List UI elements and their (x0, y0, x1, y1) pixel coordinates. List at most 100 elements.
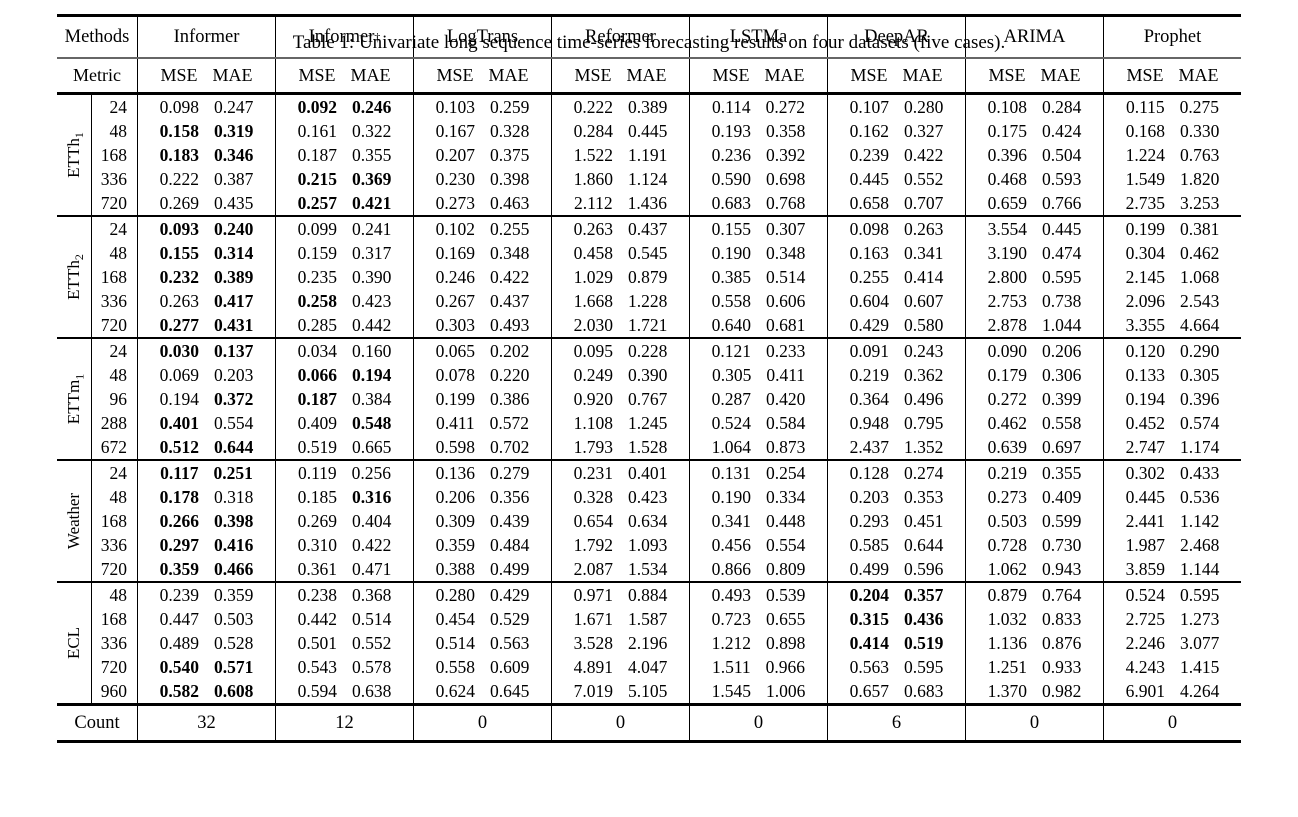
result-cell: 0.066 0.194 (275, 363, 413, 387)
horizon-label: 168 (91, 265, 137, 289)
mae-value: 0.528 (214, 632, 254, 653)
result-cell: 4.891 4.047 (551, 655, 689, 679)
mae-value: 0.305 (1180, 364, 1220, 385)
result-cell: 0.540 0.571 (137, 655, 275, 679)
mae-value: 0.423 (352, 290, 392, 311)
result-cell: 0.219 0.362 (827, 363, 965, 387)
mae-value: 0.422 (904, 144, 944, 165)
result-cell: 3.554 0.445 (965, 217, 1103, 241)
result-cell: 0.310 0.422 (275, 533, 413, 557)
mse-value: 0.249 (573, 364, 613, 385)
result-cell: 0.120 0.290 (1103, 339, 1241, 363)
mse-value: 4.891 (573, 656, 613, 677)
result-cell: 0.267 0.437 (413, 289, 551, 313)
result-cell: 0.401 0.554 (137, 411, 275, 435)
mae-value: 1.245 (628, 412, 668, 433)
mae-value: 0.634 (628, 510, 668, 531)
mse-value: 0.095 (573, 340, 613, 361)
mse-value: 0.273 (987, 486, 1027, 507)
mae-value: 0.584 (766, 412, 806, 433)
mse-value: 1.108 (573, 412, 613, 433)
mse-value: 0.219 (987, 462, 1027, 483)
mae-value: 0.322 (352, 120, 392, 141)
mae-value: 0.572 (489, 412, 530, 433)
result-cell: 0.543 0.578 (275, 655, 413, 679)
mse-value: 0.159 (297, 242, 337, 263)
mse-value: 0.468 (987, 168, 1027, 189)
mse-value: 1.029 (573, 266, 613, 287)
mae-value: 0.606 (766, 290, 806, 311)
mae-value: 0.390 (352, 266, 392, 287)
result-cell: 0.303 0.493 (413, 313, 551, 337)
mse-value: 0.204 (849, 584, 889, 605)
mae-value: 0.879 (628, 266, 668, 287)
dataset-cell: Weather (57, 461, 91, 581)
mse-value: 0.514 (435, 632, 475, 653)
mse-value: 0.456 (711, 534, 751, 555)
result-cell: 0.445 0.536 (1103, 485, 1241, 509)
mae-value: 0.496 (904, 388, 944, 409)
mse-value: 0.269 (159, 192, 199, 213)
result-cell: 0.971 0.884 (551, 583, 689, 607)
result-cell: 0.879 0.764 (965, 583, 1103, 607)
result-cell: 0.263 0.417 (137, 289, 275, 313)
metric-pair: MSE MAE (275, 59, 413, 92)
table-body: ETTh1 24 0.098 0.247 0.092 0.246 0.103 0.259 0.2… (57, 95, 1241, 703)
mae-value: 0.263 (904, 218, 944, 239)
mse-value: 0.136 (435, 462, 475, 483)
mae-value: 0.386 (490, 388, 530, 409)
mse-value: 0.065 (435, 340, 475, 361)
mae-value: 0.314 (214, 242, 254, 263)
mse-value: 0.524 (711, 412, 751, 433)
mse-value: 0.263 (573, 218, 613, 239)
result-cell: 0.558 0.609 (413, 655, 551, 679)
result-cell: 0.121 0.233 (689, 339, 827, 363)
mse-value: 0.524 (1125, 584, 1165, 605)
mse-value: 0.512 (159, 436, 199, 457)
mae-value: 0.328 (490, 120, 530, 141)
mse-value: 0.190 (711, 486, 751, 507)
result-cell: 0.238 0.368 (275, 583, 413, 607)
result-cell: 0.514 0.563 (413, 631, 551, 655)
horizon-label: 48 (91, 583, 137, 607)
mse-value: 0.364 (849, 388, 889, 409)
mae-value: 1.068 (1180, 266, 1220, 287)
result-cell: 0.193 0.358 (689, 119, 827, 143)
horizon-label: 960 (91, 679, 137, 703)
mse-value: 0.103 (435, 96, 475, 117)
mae-value: 0.448 (766, 510, 806, 531)
mae-header: MAE (488, 65, 529, 85)
mae-value: 3.253 (1180, 192, 1220, 213)
mse-value: 0.493 (711, 584, 751, 605)
result-cell: 0.239 0.359 (137, 583, 275, 607)
mse-value: 0.235 (297, 266, 337, 287)
mse-value: 0.385 (711, 266, 751, 287)
mse-value: 0.219 (849, 364, 889, 385)
mae-value: 0.545 (628, 242, 668, 263)
mse-value: 1.668 (573, 290, 613, 311)
result-cell: 0.231 0.401 (551, 461, 689, 485)
group-separator (57, 337, 1241, 339)
mae-value: 0.439 (490, 510, 530, 531)
mse-value: 0.309 (435, 510, 475, 531)
mae-value: 0.833 (1042, 608, 1082, 629)
result-cell: 0.162 0.327 (827, 119, 965, 143)
mae-value: 1.044 (1042, 314, 1082, 335)
mae-value: 0.414 (904, 266, 944, 287)
mae-value: 0.392 (766, 144, 806, 165)
mse-header: MSE (1126, 65, 1164, 85)
mse-value: 0.267 (435, 290, 475, 311)
result-cell: 0.598 0.702 (413, 435, 551, 459)
mae-value: 1.093 (628, 534, 668, 555)
mae-value: 0.417 (214, 290, 254, 311)
horizon-label: 168 (91, 143, 137, 167)
mae-value: 0.327 (904, 120, 944, 141)
result-cell: 2.246 3.077 (1103, 631, 1241, 655)
mse-value: 2.437 (849, 436, 889, 457)
methods-header-row: Methods Informer Informer † LogTrans Reformer… (57, 17, 1241, 57)
result-cell: 0.364 0.496 (827, 387, 965, 411)
horizon-label: 336 (91, 167, 137, 191)
result-cell: 0.133 0.305 (1103, 363, 1241, 387)
mse-value: 0.489 (159, 632, 199, 653)
result-cell: 0.249 0.390 (551, 363, 689, 387)
